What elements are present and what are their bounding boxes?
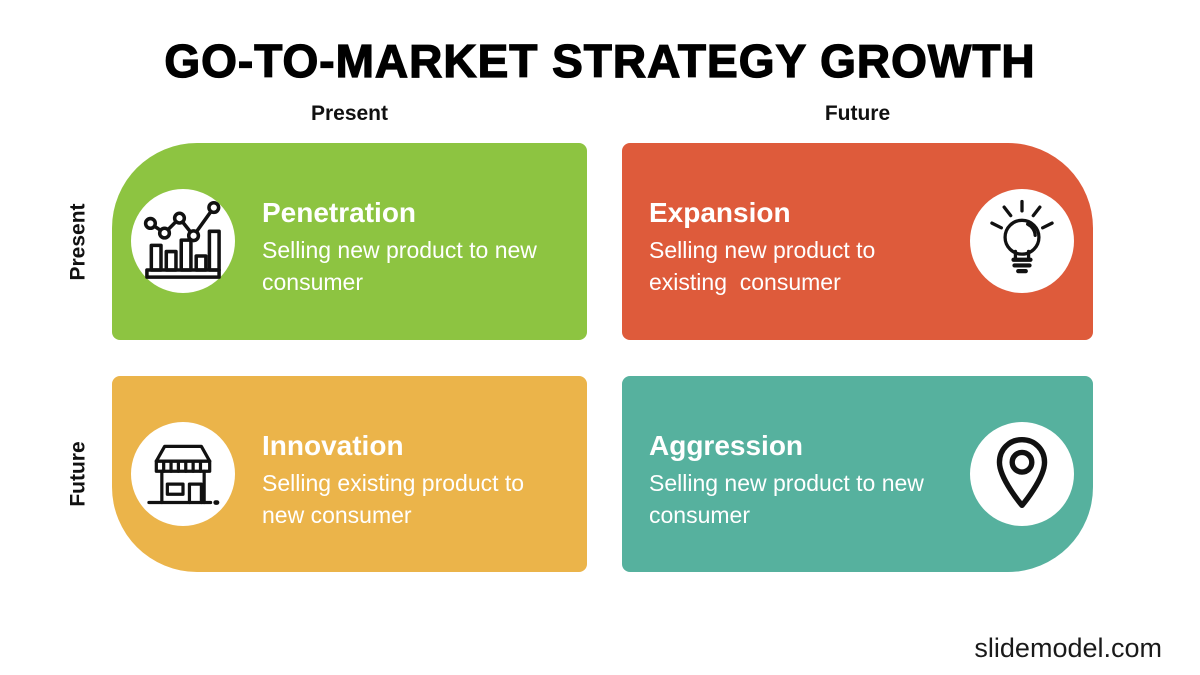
watermark-text: slidemodel.com xyxy=(974,633,1162,663)
bar-chart-trend-icon xyxy=(131,189,235,293)
quadrant-text-block: Expansion Selling new product to existin… xyxy=(649,197,933,298)
quadrant-description: Selling new product to new consumer xyxy=(649,470,924,529)
quadrant-penetration: Penetration Selling new product to new c… xyxy=(112,143,587,340)
page-title: GO-TO-MARKET STRATEGY GROWTH xyxy=(164,34,1036,87)
quadrant-text-block: Penetration Selling new product to new c… xyxy=(262,197,571,298)
lightbulb-icon xyxy=(970,189,1074,293)
quadrant-title: Aggression xyxy=(649,430,804,461)
quadrant-text-block: Innovation Selling existing product to n… xyxy=(262,430,571,531)
quadrant-description: Selling new product to new consumer xyxy=(262,237,537,296)
quadrant-aggression: Aggression Selling new product to new co… xyxy=(622,376,1093,572)
quadrant-text-block: Aggression Selling new product to new co… xyxy=(649,430,933,531)
column-header-present: Present xyxy=(310,102,389,125)
location-pin-icon xyxy=(970,422,1074,526)
quadrant-description: Selling new product to existing consumer xyxy=(649,237,876,296)
quadrant-innovation: Innovation Selling existing product to n… xyxy=(112,376,587,572)
quadrant-expansion: Expansion Selling new product to existin… xyxy=(622,143,1093,340)
row-header-present: Present xyxy=(50,143,108,340)
row-header-present-label: Present xyxy=(67,202,91,281)
column-header-future: Future xyxy=(824,102,891,125)
row-header-future: Future xyxy=(50,376,108,572)
storefront-icon xyxy=(131,422,235,526)
quadrant-description: Selling existing product to new consumer xyxy=(262,470,525,529)
quadrant-title: Penetration xyxy=(262,197,417,228)
row-header-future-label: Future xyxy=(67,441,91,507)
quadrant-title: Expansion xyxy=(649,197,791,228)
quadrant-title: Innovation xyxy=(262,430,404,461)
